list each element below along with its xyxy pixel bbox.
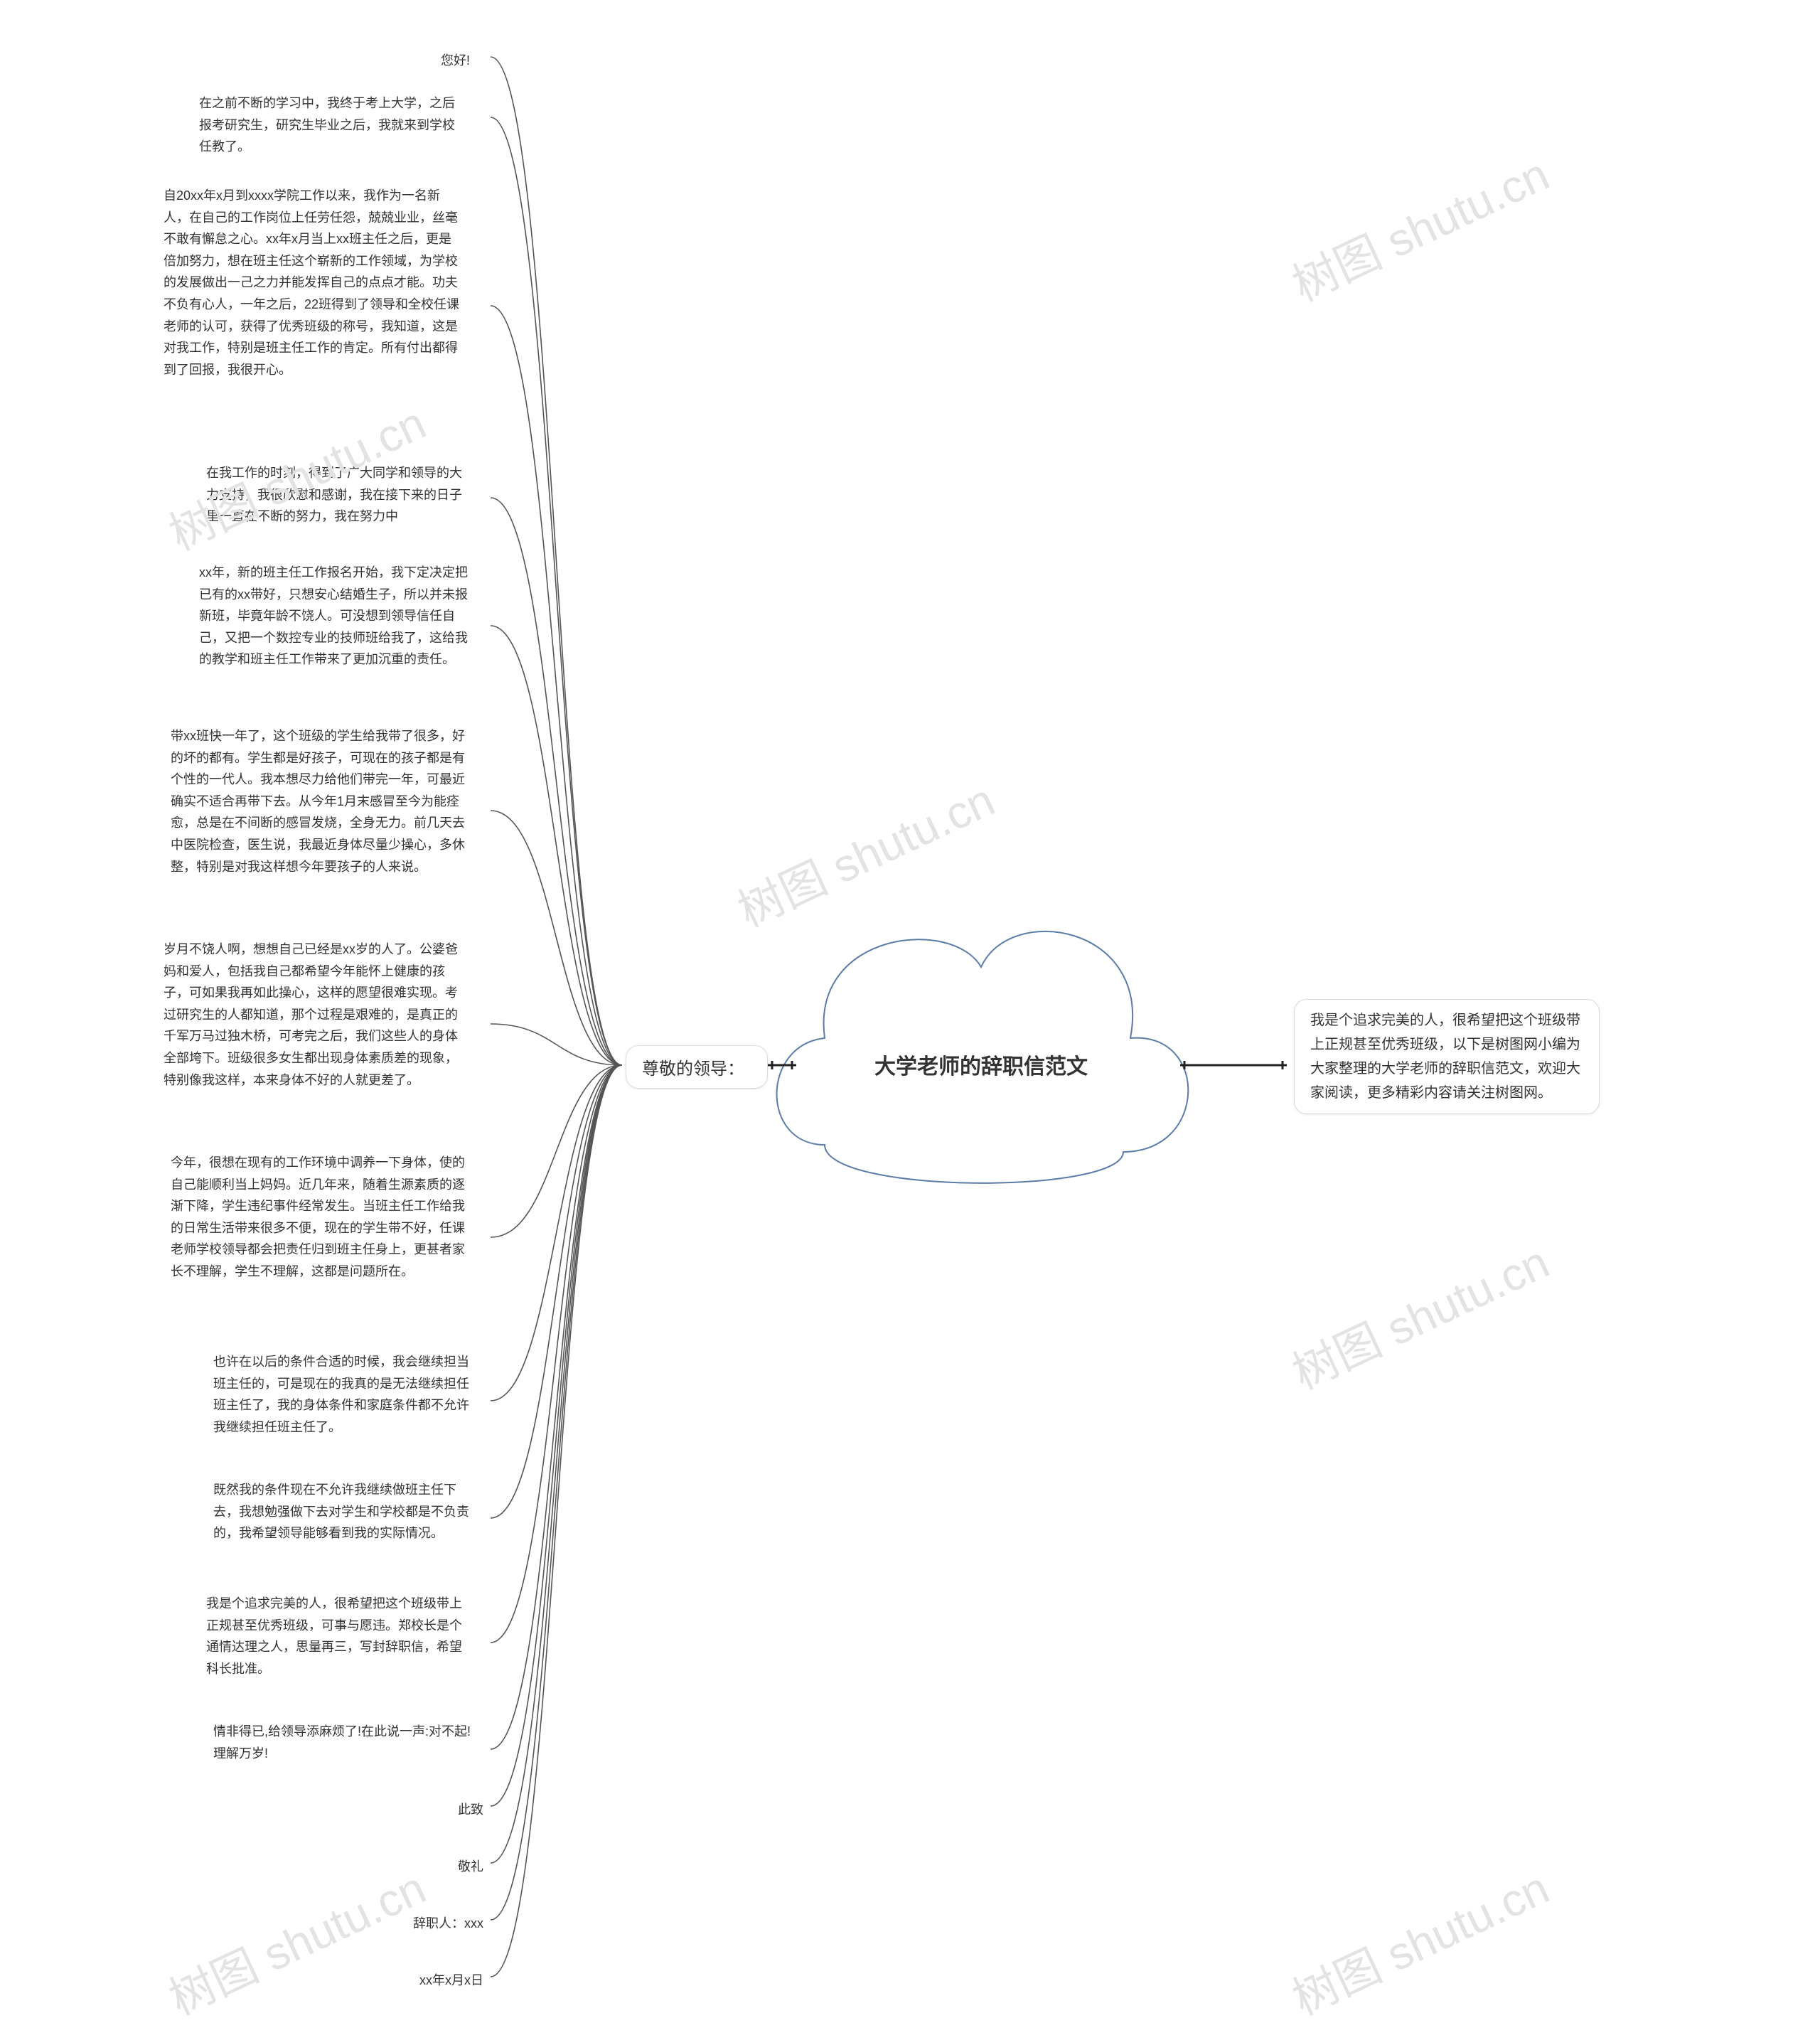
left-item-2: 自20xx年x月到xxxx学院工作以来，我作为一名新人，在自己的工作岗位上任劳任… bbox=[164, 185, 462, 380]
left-item-12: 此致 bbox=[455, 1799, 483, 1821]
left-item-13: 敬礼 bbox=[455, 1856, 483, 1878]
left-item-1: 在之前不断的学习中，我终于考上大学，之后报考研究生，研究生毕业之后，我就来到学校… bbox=[199, 92, 462, 158]
left-item-4: xx年，新的班主任工作报名开始，我下定决定把已有的xx带好，只想安心结婚生子，所… bbox=[199, 562, 469, 671]
left-item-14: 辞职人：xxx bbox=[398, 1913, 483, 1935]
left-item-10: 我是个追求完美的人，很希望把这个班级带上正规甚至优秀班级，可事与愿违。郑校长是个… bbox=[206, 1593, 469, 1679]
branch-node-left: 尊敬的领导： bbox=[626, 1045, 768, 1089]
leaf-node-right-text: 我是个追求完美的人，很希望把这个班级带上正规甚至优秀班级，以下是树图网小编为大家… bbox=[1310, 1013, 1580, 1101]
left-item-11: 情非得已,给领导添麻烦了!在此说一声:对不起!理解万岁! bbox=[213, 1721, 476, 1764]
center-title: 大学老师的辞职信范文 bbox=[860, 1049, 1102, 1080]
left-item-7: 今年，很想在现有的工作环境中调养一下身体，使的自己能顺利当上妈妈。近几年来，随着… bbox=[171, 1152, 469, 1283]
left-item-3: 在我工作的时刻，得到了广大同学和领导的大力支持，我很欣慰和感谢，我在接下来的日子… bbox=[206, 462, 469, 528]
left-item-9: 既然我的条件现在不允许我继续做班主任下去，我想勉强做下去对学生和学校都是不负责的… bbox=[213, 1479, 476, 1544]
left-item-15: xx年x月x日 bbox=[412, 1970, 483, 1992]
left-item-5: 带xx班快一年了，这个班级的学生给我带了很多，好的坏的都有。学生都是好孩子，可现… bbox=[171, 725, 469, 877]
branch-node-left-label: 尊敬的领导： bbox=[642, 1059, 744, 1079]
left-item-0: 您好! bbox=[441, 50, 469, 72]
left-item-8: 也许在以后的条件合适的时候，我会继续担当班主任的，可是现在的我真的是无法继续担任… bbox=[213, 1351, 476, 1438]
leaf-node-right: 我是个追求完美的人，很希望把这个班级带上正规甚至优秀班级，以下是树图网小编为大家… bbox=[1294, 999, 1600, 1114]
left-item-6: 岁月不饶人啊，想想自己已经是xx岁的人了。公婆爸妈和爱人，包括我自己都希望今年能… bbox=[164, 939, 462, 1091]
